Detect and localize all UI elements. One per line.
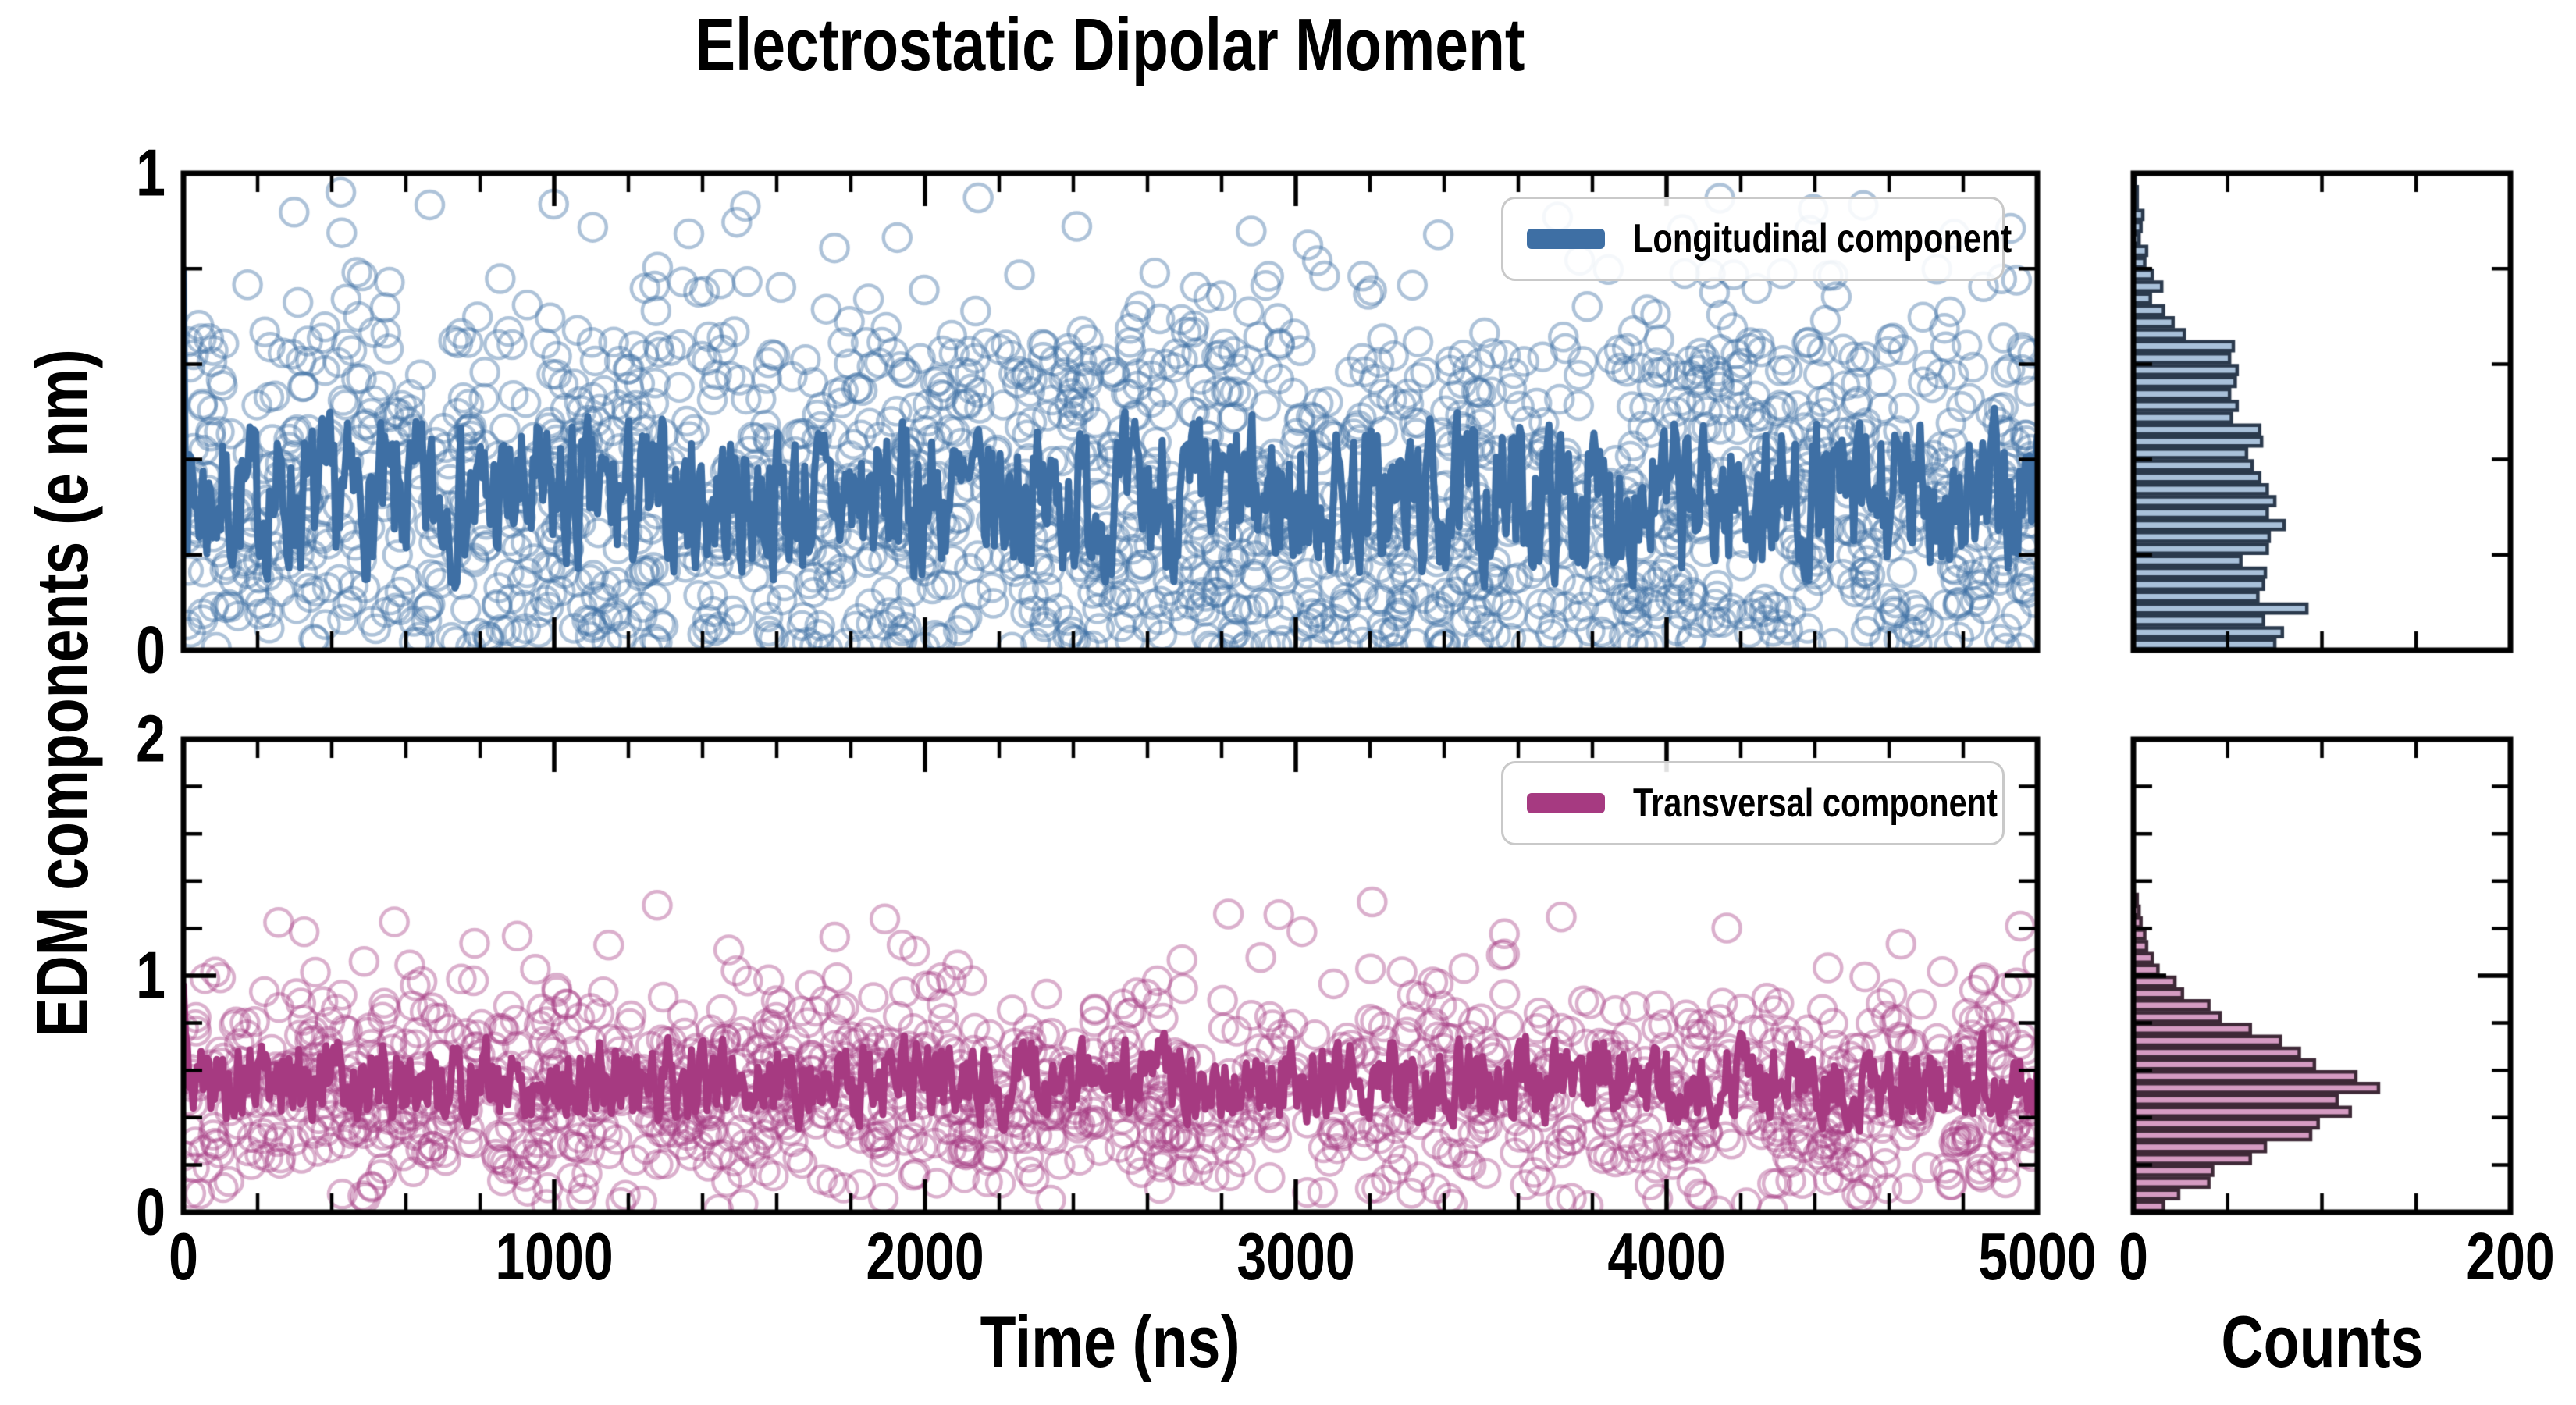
y-tick-label-top: 1 [136, 136, 165, 211]
legend-label-longitudinal: Longitudinal component [1633, 216, 2012, 261]
x-tick-label-counts: 200 [2466, 1220, 2555, 1294]
legend-swatch-longitudinal [1527, 229, 1605, 249]
legend-transversal: Transversal component [1501, 761, 2005, 845]
figure-title: Electrostatic Dipolar Moment [696, 3, 1525, 87]
y-axis-label: EDM components (e nm) [21, 349, 103, 1037]
y-tick-label-bottom: 1 [136, 938, 165, 1013]
x-axis-label-time: Time (ns) [980, 1300, 1240, 1382]
x-tick-label-time: 2000 [866, 1220, 984, 1294]
x-tick-label-time: 0 [169, 1220, 198, 1294]
legend-swatch-transversal [1527, 793, 1605, 813]
y-tick-label-bottom: 2 [136, 702, 165, 777]
legend-longitudinal: Longitudinal component [1501, 197, 2012, 281]
x-tick-label-time: 5000 [1978, 1220, 2097, 1294]
x-tick-label-counts: 0 [2119, 1220, 2148, 1294]
y-tick-label-bottom: 0 [136, 1175, 165, 1250]
x-axis-label-counts: Counts [2220, 1300, 2423, 1382]
x-tick-label-time: 4000 [1607, 1220, 1726, 1294]
x-tick-label-time: 1000 [495, 1220, 614, 1294]
y-tick-label-top: 0 [136, 613, 165, 688]
x-tick-label-time: 3000 [1236, 1220, 1355, 1294]
legend-label-transversal: Transversal component [1633, 781, 1998, 826]
